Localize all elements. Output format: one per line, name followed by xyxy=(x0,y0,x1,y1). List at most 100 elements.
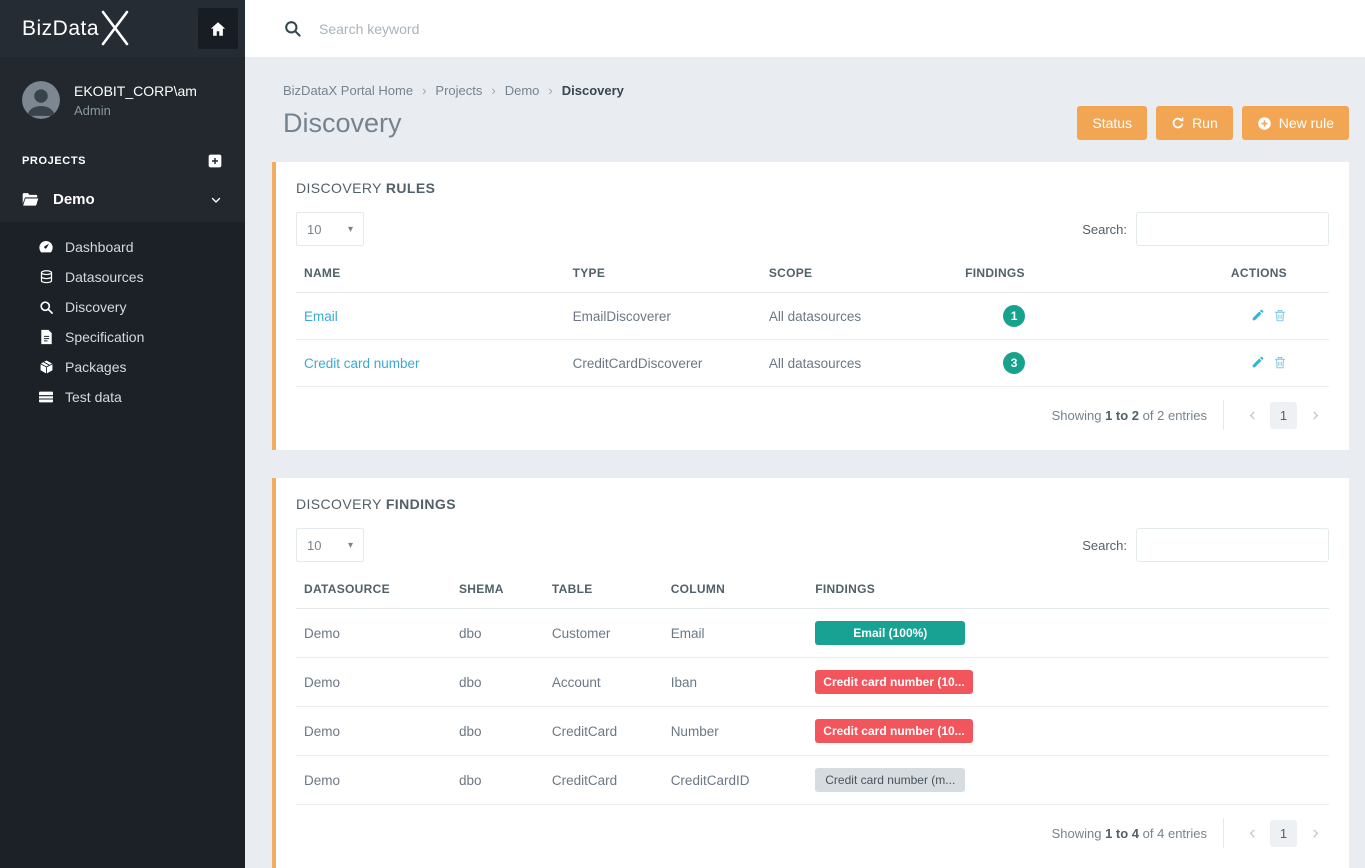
sidebar-item-packages[interactable]: Packages xyxy=(0,352,245,382)
sidebar-item-datasources[interactable]: Datasources xyxy=(0,262,245,292)
sidebar-header: BizData xyxy=(0,0,245,57)
projects-section-header: PROJECTS xyxy=(0,139,245,179)
table-row: Demo dbo CreditCard Number Credit card n… xyxy=(296,707,1329,756)
delete-icon[interactable] xyxy=(1273,308,1287,323)
sidebar-item-label: Specification xyxy=(65,329,144,345)
select-caret-icon: ▾ xyxy=(348,540,353,551)
sidebar: BizData EKOBIT_CORP\am Admin PROJECTS xyxy=(0,0,245,868)
run-button-label: Run xyxy=(1192,115,1218,131)
breadcrumb-home[interactable]: BizDataX Portal Home xyxy=(283,83,413,98)
findings-table: DATASOURCE SHEMA TABLE COLUMN FINDINGS D… xyxy=(296,570,1329,805)
finding-datasource: Demo xyxy=(296,756,451,805)
findings-search-input[interactable] xyxy=(1136,528,1329,562)
footer-divider xyxy=(1223,818,1224,848)
dashboard-icon xyxy=(38,239,54,255)
delete-icon[interactable] xyxy=(1273,355,1287,370)
table-row: Demo dbo Customer Email Email (100%) xyxy=(296,609,1329,658)
breadcrumb-demo[interactable]: Demo xyxy=(505,83,540,98)
global-search-icon[interactable] xyxy=(283,19,302,38)
finding-column: CreditCardID xyxy=(663,756,808,805)
finding-schema: dbo xyxy=(451,609,544,658)
col-header-name[interactable]: NAME xyxy=(296,254,565,293)
bizdatax-logo[interactable]: BizData xyxy=(22,10,132,48)
prev-page-icon[interactable] xyxy=(1240,402,1264,428)
table-row: Demo dbo CreditCard CreditCardID Credit … xyxy=(296,756,1329,805)
global-search-input[interactable] xyxy=(319,21,619,37)
col-header-column[interactable]: COLUMN xyxy=(663,570,808,609)
project-submenu: Dashboard Datasources Discovery Specific… xyxy=(0,222,245,868)
col-header-actions: ACTIONS xyxy=(1195,254,1329,293)
breadcrumb-separator: › xyxy=(491,83,495,98)
status-button[interactable]: Status xyxy=(1077,106,1147,140)
select-caret-icon: ▾ xyxy=(348,224,353,235)
finding-datasource: Demo xyxy=(296,609,451,658)
rules-page-size-value: 10 xyxy=(307,222,321,237)
finding-badge: Credit card number (10... xyxy=(815,719,972,743)
finding-column: Number xyxy=(663,707,808,756)
logo-text: BizData xyxy=(22,17,99,41)
rules-search-input[interactable] xyxy=(1136,212,1329,246)
findings-page-size-select[interactable]: 10 ▾ xyxy=(296,528,364,562)
col-header-table[interactable]: TABLE xyxy=(544,570,663,609)
sidebar-project-demo[interactable]: Demo xyxy=(0,179,245,222)
page-title: Discovery xyxy=(283,108,402,139)
table-row: Email EmailDiscoverer All datasources 1 xyxy=(296,293,1329,340)
next-page-icon[interactable] xyxy=(1303,402,1327,428)
run-button[interactable]: Run xyxy=(1156,106,1233,140)
rule-name-link[interactable]: Email xyxy=(304,309,338,324)
add-project-icon[interactable] xyxy=(207,153,223,169)
finding-schema: dbo xyxy=(451,756,544,805)
edit-icon[interactable] xyxy=(1251,355,1265,370)
sidebar-item-specification[interactable]: Specification xyxy=(0,322,245,352)
breadcrumb-current: Discovery xyxy=(562,83,624,98)
finding-datasource: Demo xyxy=(296,707,451,756)
col-header-datasource[interactable]: DATASOURCE xyxy=(296,570,451,609)
sidebar-item-label: Dashboard xyxy=(65,239,134,255)
new-rule-button[interactable]: New rule xyxy=(1242,106,1349,140)
rule-type: CreditCardDiscoverer xyxy=(565,340,761,387)
table-row: Credit card number CreditCardDiscoverer … xyxy=(296,340,1329,387)
finding-schema: dbo xyxy=(451,658,544,707)
finding-column: Iban xyxy=(663,658,808,707)
rule-type: EmailDiscoverer xyxy=(565,293,761,340)
breadcrumb: BizDataX Portal Home › Projects › Demo ›… xyxy=(283,83,1349,98)
col-header-findings[interactable]: FINDINGS xyxy=(957,254,1195,293)
user-name: EKOBIT_CORP\am xyxy=(74,83,197,99)
findings-showing-text: Showing 1 to 4 of 4 entries xyxy=(1052,826,1207,841)
sidebar-item-label: Test data xyxy=(65,389,122,405)
page-actions: Status Run New rule xyxy=(1077,106,1349,140)
finding-badge: Email (100%) xyxy=(815,621,965,645)
prev-page-icon[interactable] xyxy=(1240,820,1264,846)
next-page-icon[interactable] xyxy=(1303,820,1327,846)
col-header-scope[interactable]: SCOPE xyxy=(761,254,957,293)
chevron-down-icon xyxy=(209,193,223,207)
rules-page-size-select[interactable]: 10 ▾ xyxy=(296,212,364,246)
sidebar-item-test-data[interactable]: Test data xyxy=(0,382,245,412)
findings-count-badge: 3 xyxy=(1003,352,1025,374)
rules-panel-title: DISCOVERY RULES xyxy=(296,180,1329,196)
sidebar-item-dashboard[interactable]: Dashboard xyxy=(0,232,245,262)
user-block[interactable]: EKOBIT_CORP\am Admin xyxy=(0,57,245,139)
finding-column: Email xyxy=(663,609,808,658)
sidebar-item-discovery[interactable]: Discovery xyxy=(0,292,245,322)
rules-table: NAME TYPE SCOPE FINDINGS ACTIONS Email E… xyxy=(296,254,1329,387)
col-header-type[interactable]: TYPE xyxy=(565,254,761,293)
home-button[interactable] xyxy=(198,8,238,49)
breadcrumb-separator: › xyxy=(422,83,426,98)
finding-table: CreditCard xyxy=(544,707,663,756)
finding-table: Account xyxy=(544,658,663,707)
col-header-findings[interactable]: FINDINGS xyxy=(807,570,1329,609)
rule-name-link[interactable]: Credit card number xyxy=(304,356,420,371)
finding-badge: Credit card number (10... xyxy=(815,670,972,694)
page-number-button[interactable]: 1 xyxy=(1270,402,1297,429)
topbar xyxy=(245,0,1365,57)
edit-icon[interactable] xyxy=(1251,308,1265,323)
new-rule-button-label: New rule xyxy=(1279,115,1334,131)
page-number-button[interactable]: 1 xyxy=(1270,820,1297,847)
rules-pagination: 1 xyxy=(1240,402,1327,429)
status-button-label: Status xyxy=(1092,115,1132,131)
col-header-schema[interactable]: SHEMA xyxy=(451,570,544,609)
breadcrumb-projects[interactable]: Projects xyxy=(435,83,482,98)
logo-x-icon xyxy=(98,8,132,48)
projects-label: PROJECTS xyxy=(22,155,86,167)
